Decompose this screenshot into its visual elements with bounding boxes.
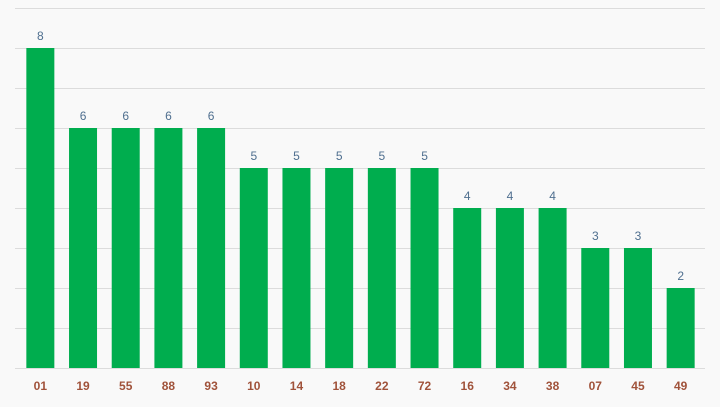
value-labels: 8 6 6 6 6 5 5 5 5 5 4 4 4 3 3 2 — [37, 29, 684, 283]
category-label: 88 — [162, 379, 176, 393]
bar-16[interactable] — [453, 208, 482, 368]
bar-72[interactable] — [410, 168, 439, 368]
bar-value-label: 6 — [208, 109, 215, 123]
bar-value-label: 4 — [549, 189, 556, 203]
category-label: 72 — [418, 379, 432, 393]
bar-value-label: 8 — [37, 29, 44, 43]
bar-55[interactable] — [111, 128, 140, 368]
category-label: 19 — [76, 379, 90, 393]
category-label: 49 — [674, 379, 688, 393]
category-label: 14 — [290, 379, 304, 393]
category-label: 22 — [375, 379, 389, 393]
bar-45[interactable] — [623, 248, 652, 368]
bar-value-label: 5 — [379, 149, 386, 163]
bar-07[interactable] — [581, 248, 610, 368]
bar-value-label: 5 — [250, 149, 257, 163]
bar-value-label: 3 — [635, 229, 642, 243]
bar-value-label: 3 — [592, 229, 599, 243]
bar-34[interactable] — [495, 208, 524, 368]
bar-value-label: 4 — [507, 189, 514, 203]
bar-value-label: 5 — [336, 149, 343, 163]
bar-22[interactable] — [367, 168, 396, 368]
bar-19[interactable] — [69, 128, 98, 368]
category-label: 07 — [589, 379, 603, 393]
category-label: 01 — [34, 379, 48, 393]
category-label: 10 — [247, 379, 261, 393]
bar-38[interactable] — [538, 208, 567, 368]
bars — [26, 48, 695, 368]
category-label: 34 — [503, 379, 517, 393]
bar-value-label: 6 — [165, 109, 172, 123]
category-label: 18 — [332, 379, 346, 393]
bar-value-label: 5 — [421, 149, 428, 163]
category-label: 45 — [631, 379, 645, 393]
bar-value-label: 4 — [464, 189, 471, 203]
bar-14[interactable] — [282, 168, 311, 368]
bar-01[interactable] — [26, 48, 55, 368]
category-label: 55 — [119, 379, 133, 393]
bar-value-label: 5 — [293, 149, 300, 163]
bar-93[interactable] — [197, 128, 226, 368]
category-label: 38 — [546, 379, 560, 393]
bar-18[interactable] — [325, 168, 354, 368]
bar-49[interactable] — [666, 288, 695, 368]
bar-10[interactable] — [239, 168, 268, 368]
category-labels: 01 19 55 88 93 10 14 18 22 72 16 34 38 07 45 49 — [34, 379, 688, 393]
bar-value-label: 6 — [80, 109, 87, 123]
bar-88[interactable] — [154, 128, 183, 368]
category-label: 16 — [461, 379, 475, 393]
bar-value-label: 2 — [677, 269, 684, 283]
category-label: 93 — [204, 379, 218, 393]
bar-value-label: 6 — [122, 109, 129, 123]
